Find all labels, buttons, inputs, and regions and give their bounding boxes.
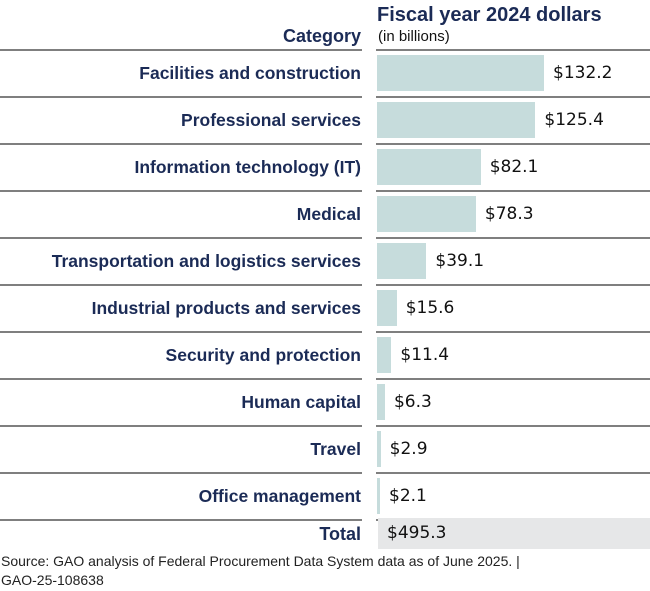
chart-subtitle: (in billions) (378, 28, 450, 45)
value-label: $2.1 (389, 486, 427, 506)
divider-right (376, 472, 650, 474)
divider-left (0, 237, 362, 239)
total-value: $495.3 (387, 523, 447, 543)
divider-right (376, 143, 650, 145)
divider-right (376, 190, 650, 192)
category-label: Professional services (181, 110, 361, 130)
bar (377, 149, 481, 185)
bar (377, 102, 536, 138)
divider-right (376, 96, 650, 98)
bar (377, 384, 385, 420)
category-header: Category (282, 26, 361, 46)
divider-left (0, 284, 362, 286)
category-label: Facilities and construction (139, 63, 361, 83)
category-label: Medical (296, 204, 361, 224)
source-text: Source: GAO analysis of Federal Procurem… (1, 553, 520, 569)
category-label: Industrial products and services (91, 298, 361, 318)
divider-left (0, 143, 362, 145)
divider-left (0, 378, 362, 380)
value-label: $11.4 (400, 345, 450, 365)
value-label: $132.2 (553, 63, 613, 83)
divider-right (376, 237, 650, 239)
divider-left (0, 331, 362, 333)
bar (377, 55, 544, 91)
value-label: $6.3 (393, 392, 432, 412)
divider-left (0, 49, 362, 51)
category-label: Human capital (241, 392, 361, 412)
bar (377, 431, 381, 467)
category-label: Travel (310, 439, 361, 459)
chart-title: Fiscal year 2024 dollars (377, 4, 602, 26)
divider-right (376, 425, 650, 427)
bar (377, 290, 397, 326)
divider-left (0, 519, 362, 521)
category-label: Office management (198, 486, 361, 506)
category-label: Transportation and logistics services (51, 251, 361, 271)
value-label: $2.9 (389, 439, 428, 459)
divider-left (0, 190, 362, 192)
divider-right (376, 284, 650, 286)
divider-right (376, 49, 650, 51)
divider-left (0, 472, 362, 474)
value-label: $125.4 (544, 110, 604, 130)
category-label: Security and protection (165, 345, 361, 365)
divider-left (0, 96, 362, 98)
bar (377, 196, 476, 232)
divider-right (376, 331, 650, 333)
category-label: Information technology (IT) (134, 157, 361, 177)
total-label: Total (319, 524, 361, 544)
bar (377, 243, 427, 279)
bar (377, 337, 392, 373)
bar (377, 478, 380, 514)
value-label: $39.1 (435, 251, 485, 271)
value-label: $82.1 (489, 157, 539, 177)
value-label: $15.6 (405, 298, 455, 318)
value-label: $78.3 (484, 204, 534, 224)
divider-left (0, 425, 362, 427)
report-id: GAO-25-108638 (1, 572, 104, 588)
source-note: Source: GAO analysis of Federal Procurem… (1, 552, 621, 590)
total-box (378, 518, 650, 549)
divider-right (376, 378, 650, 380)
